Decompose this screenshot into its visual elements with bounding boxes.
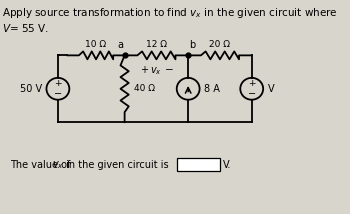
Text: $v_x$: $v_x$ <box>150 65 162 77</box>
Text: in the given circuit is: in the given circuit is <box>63 160 168 170</box>
Text: −: − <box>165 65 174 75</box>
Text: V.: V. <box>223 160 231 170</box>
Text: −: − <box>54 89 62 99</box>
Text: a: a <box>118 40 124 50</box>
Text: +: + <box>54 79 62 88</box>
Text: b: b <box>189 40 195 50</box>
FancyBboxPatch shape <box>177 158 220 171</box>
Text: 10 Ω: 10 Ω <box>85 40 107 49</box>
Text: −: − <box>248 89 256 99</box>
Text: +: + <box>248 79 256 88</box>
Text: 8 A: 8 A <box>204 84 220 94</box>
Text: 12 Ω: 12 Ω <box>146 40 167 49</box>
Text: 40 Ω: 40 Ω <box>133 84 154 93</box>
Text: $v_x$: $v_x$ <box>52 159 64 171</box>
Text: +: + <box>140 65 148 75</box>
Text: The value of: The value of <box>10 160 74 170</box>
Text: 50 V: 50 V <box>20 84 42 94</box>
Text: 20 Ω: 20 Ω <box>209 40 230 49</box>
Text: V: V <box>268 84 274 94</box>
Text: Apply source transformation to find $v_x$ in the given circuit where $V$= 55 V.: Apply source transformation to find $v_x… <box>2 6 338 34</box>
